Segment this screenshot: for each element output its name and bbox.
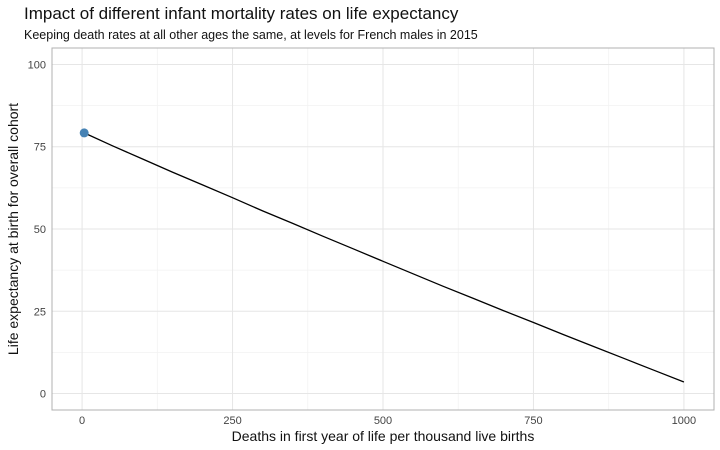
y-axis-title: Life expectancy at birth for overall coh… [5,103,21,355]
x-tick-label: 0 [79,415,85,427]
y-tick-label: 25 [34,306,46,318]
x-axis-title: Deaths in first year of life per thousan… [232,428,535,444]
x-tick-label: 500 [374,415,392,427]
panel-border [51,47,715,411]
y-axis-ticks: 0 25 50 75 100 [28,59,46,400]
current-value-point [79,128,89,138]
chart-title: Impact of different infant mortality rat… [24,4,459,23]
chart-subtitle: Keeping death rates at all other ages th… [24,28,478,42]
series-line [83,132,685,383]
y-tick-label: 75 [34,142,46,154]
x-tick-label: 1000 [672,415,696,427]
y-tick-label: 50 [34,224,46,236]
x-tick-label: 750 [524,415,542,427]
x-axis-ticks: 0 250 500 750 1000 [79,415,696,427]
grid-lines [52,48,714,410]
y-tick-label: 0 [40,389,46,401]
series-group [79,128,685,383]
y-tick-label: 100 [28,59,46,71]
x-tick-label: 250 [223,415,241,427]
